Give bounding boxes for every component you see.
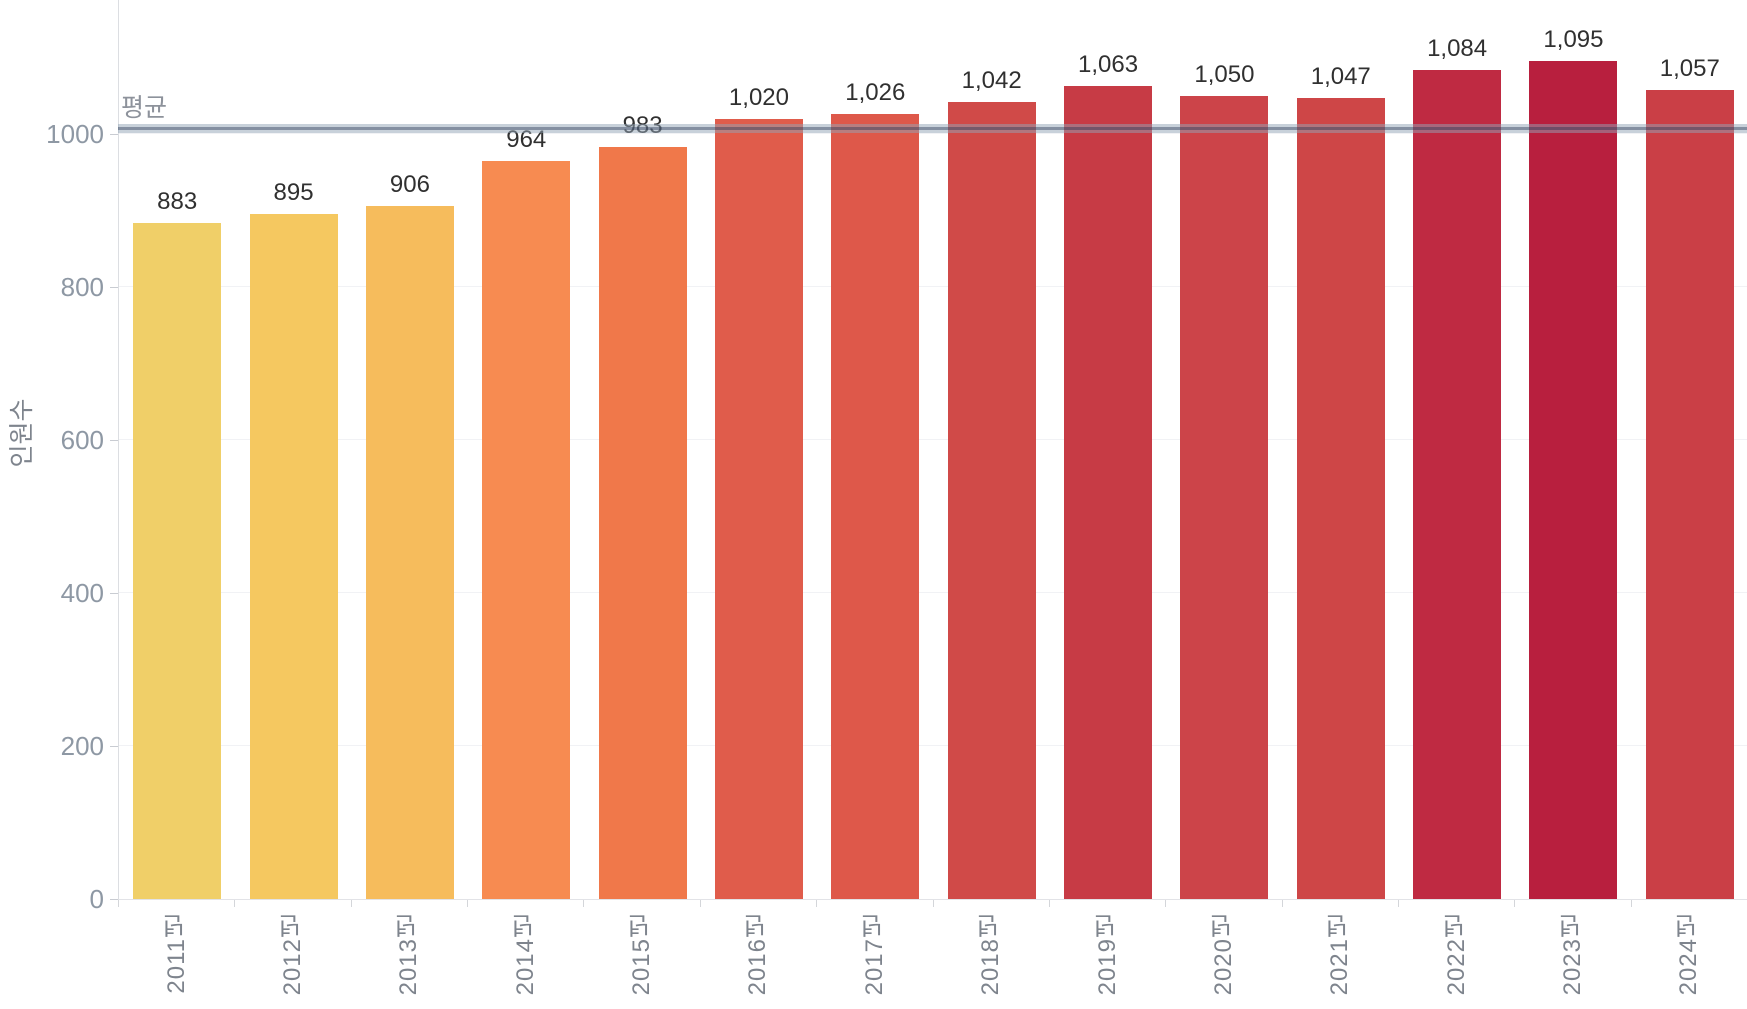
bar-2020년[interactable]: 1,050 xyxy=(1180,61,1269,899)
x-tick-mark xyxy=(1397,900,1399,907)
x-tick-mark xyxy=(816,900,818,907)
average-line xyxy=(118,123,1747,133)
bar-value-label: 1,084 xyxy=(1427,34,1488,62)
x-label-slot: 2022년 xyxy=(1398,907,1514,1009)
bar-value-label: 1,050 xyxy=(1194,60,1255,88)
x-tick-mark xyxy=(350,900,352,907)
bar-value-label: 895 xyxy=(273,179,314,207)
x-tick-mark xyxy=(1514,900,1516,907)
bar-value-label: 1,095 xyxy=(1543,26,1604,54)
x-tick-mark xyxy=(699,900,701,907)
gridline xyxy=(119,592,1747,594)
x-tick-label: 2024년 xyxy=(1675,913,1703,996)
x-label-slot: 2013년 xyxy=(351,907,467,1009)
x-tick-mark xyxy=(1281,900,1283,907)
x-tick-mark xyxy=(1630,900,1632,907)
x-tick-label: 2020년 xyxy=(1209,913,1237,996)
average-line-core xyxy=(118,126,1747,130)
bar-2023년[interactable]: 1,095 xyxy=(1529,26,1618,899)
x-label-slot: 2017년 xyxy=(816,907,932,1009)
plot-area: 883 895 906 964 983 1,020 1,026 1,042 1,063 1,050… xyxy=(118,0,1747,900)
x-label-slot: 2016년 xyxy=(700,907,816,1009)
x-tick-mark xyxy=(118,900,119,907)
y-tick-mark xyxy=(110,133,118,135)
x-tick-label: 2017년 xyxy=(860,913,888,996)
gridline xyxy=(119,745,1747,747)
x-label-slot: 2023년 xyxy=(1514,907,1630,1009)
y-tick-label: 400 xyxy=(60,577,104,608)
bar-value-label: 1,020 xyxy=(728,83,789,111)
x-tick-mark xyxy=(1048,900,1050,907)
y-tick-mark xyxy=(110,286,118,288)
x-label-slot: 2021년 xyxy=(1282,907,1398,1009)
bar-value-label: 1,026 xyxy=(845,79,906,107)
x-label-slot: 2024년 xyxy=(1631,907,1747,1009)
bar-value-label: 1,057 xyxy=(1659,55,1720,83)
bar-value-label: 1,047 xyxy=(1310,62,1371,90)
x-tick-label: 2023년 xyxy=(1558,913,1586,996)
x-tick-label: 2019년 xyxy=(1093,913,1121,996)
y-tick-label: 1000 xyxy=(46,118,104,149)
bar-2014년[interactable]: 964 xyxy=(482,126,571,899)
x-tick-label: 2011년 xyxy=(162,913,190,994)
x-tick-mark xyxy=(1165,900,1167,907)
bar-2021년[interactable]: 1,047 xyxy=(1296,63,1385,899)
y-tick-mark xyxy=(110,745,118,747)
bar-2024년[interactable]: 1,057 xyxy=(1645,55,1734,899)
gridline xyxy=(119,286,1747,288)
x-tick-label: 2013년 xyxy=(395,913,423,996)
y-tick-label: 600 xyxy=(60,424,104,455)
bar-2012년[interactable]: 895 xyxy=(249,179,338,899)
x-label-slot: 2020년 xyxy=(1165,907,1281,1009)
y-tick-label: 200 xyxy=(60,730,104,761)
x-label-slot: 2018년 xyxy=(933,907,1049,1009)
x-tick-mark xyxy=(583,900,585,907)
y-tick-mark xyxy=(110,439,118,441)
y-tick-mark xyxy=(110,899,118,900)
x-axis-labels: 2011년 2012년 2013년 2014년 2015년 2016년 2017년 2018년… xyxy=(118,907,1747,1009)
average-line-label: 평균 xyxy=(121,94,168,122)
gridline xyxy=(119,439,1747,441)
bar-2013년[interactable]: 906 xyxy=(365,171,454,899)
bar-value-label: 1,063 xyxy=(1078,50,1139,78)
x-label-slot: 2014년 xyxy=(467,907,583,1009)
bar-value-label: 906 xyxy=(389,170,430,198)
bar-2016년[interactable]: 1,020 xyxy=(714,84,803,899)
x-tick-label: 2015년 xyxy=(628,913,656,996)
gridline xyxy=(119,133,1747,135)
x-tick-mark xyxy=(467,900,469,907)
x-tick-mark xyxy=(932,900,934,907)
x-tick-label: 2014년 xyxy=(511,913,539,996)
bar-2022년[interactable]: 1,084 xyxy=(1413,35,1502,899)
bar-2018년[interactable]: 1,042 xyxy=(947,67,1036,899)
x-tick-mark xyxy=(234,900,236,907)
y-tick-label: 0 xyxy=(89,884,104,914)
x-tick-label: 2016년 xyxy=(744,913,772,996)
x-label-slot: 2012년 xyxy=(234,907,350,1009)
bar-2017년[interactable]: 1,026 xyxy=(831,79,920,899)
x-label-slot: 2011년 xyxy=(118,907,234,1009)
y-tick-label: 800 xyxy=(60,271,104,302)
x-label-slot: 2015년 xyxy=(583,907,699,1009)
bar-2019년[interactable]: 1,063 xyxy=(1064,51,1153,899)
x-tick-label: 2018년 xyxy=(977,913,1005,996)
bar-2015년[interactable]: 983 xyxy=(598,112,687,899)
x-tick-label: 2022년 xyxy=(1442,913,1470,996)
x-label-slot: 2019년 xyxy=(1049,907,1165,1009)
bar-value-label: 1,042 xyxy=(961,66,1022,94)
x-tick-label: 2021년 xyxy=(1326,913,1354,996)
bar-value-label: 883 xyxy=(157,188,198,216)
bar-2011년[interactable]: 883 xyxy=(133,188,222,899)
y-tick-mark xyxy=(110,592,118,594)
x-tick-label: 2012년 xyxy=(279,913,307,996)
